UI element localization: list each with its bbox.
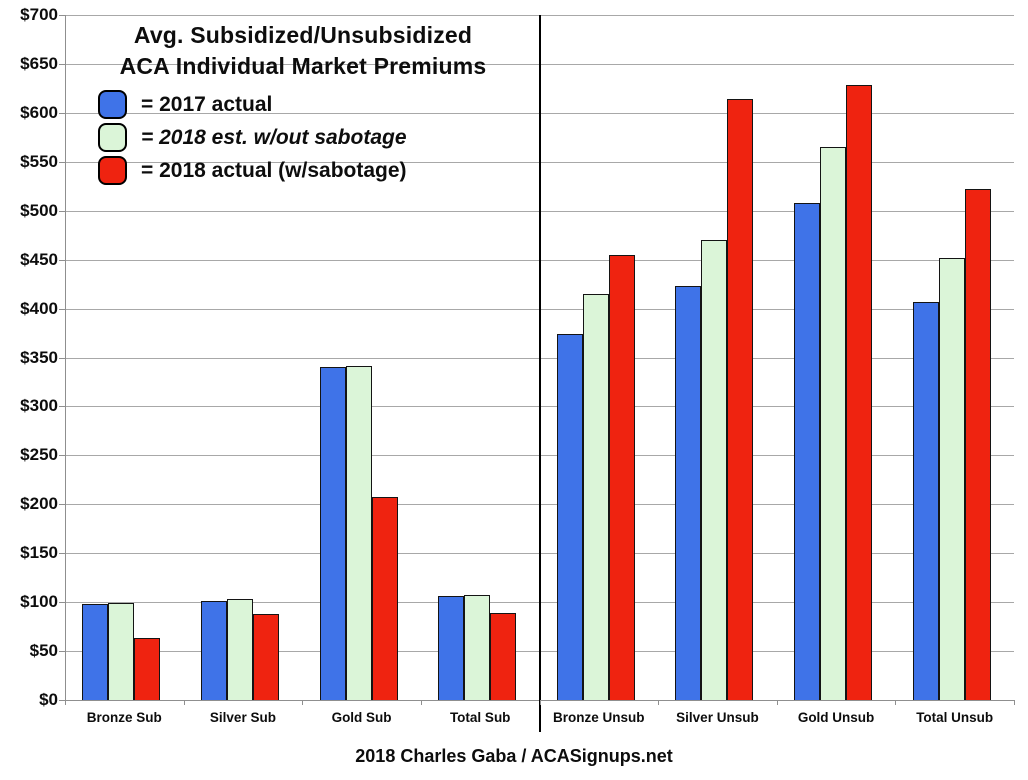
y-axis-tick [59, 259, 65, 261]
x-axis-tick [183, 700, 185, 705]
bar-2017-actual-silver-unsub [675, 286, 702, 700]
y-tick-label-650: $650 [20, 53, 58, 73]
legend-swatch-2018-actual [98, 156, 127, 185]
x-axis-tick [776, 700, 778, 705]
bar-2018-actual-w-sabotage--bronze-unsub [608, 254, 635, 700]
x-category-label-bronze-sub: Bronze Sub [86, 710, 162, 725]
y-axis-tick [59, 700, 65, 701]
y-tick-label-250: $250 [20, 445, 58, 465]
bar-2017-actual-total-unsub [912, 301, 939, 700]
y-axis-tick [59, 357, 65, 359]
bar-2018-est-w-out-sabotage-bronze-sub [108, 603, 135, 700]
bar-2018-actual-w-sabotage--total-sub [490, 612, 517, 700]
legend: = 2017 actual = 2018 est. w/out sabotage… [98, 88, 407, 187]
legend-label-2017-actual: = 2017 actual [141, 92, 273, 116]
bar-2018-est-w-out-sabotage-total-sub [464, 595, 491, 700]
bar-2017-actual-silver-sub [200, 601, 227, 700]
y-tick-label-300: $300 [20, 396, 58, 416]
x-axis-tick [1014, 700, 1015, 705]
x-axis-tick [65, 700, 66, 705]
y-tick-label-50: $50 [29, 641, 58, 661]
x-category-label-gold-unsub: Gold Unsub [797, 710, 875, 725]
legend-row-2018-actual: = 2018 actual (w/sabotage) [98, 154, 407, 187]
bar-2018-est-w-out-sabotage-gold-sub [345, 366, 372, 700]
y-axis-tick [59, 504, 65, 506]
y-tick-label-600: $600 [20, 102, 58, 122]
chart-title-line-2: ACA Individual Market Premiums [119, 53, 487, 79]
bar-2018-est-w-out-sabotage-bronze-unsub [582, 293, 609, 700]
y-tick-label-200: $200 [20, 494, 58, 514]
y-axis-tick [59, 63, 65, 65]
x-axis-tick [658, 700, 660, 705]
x-category-label-total-unsub: Total Unsub [916, 710, 994, 725]
y-axis-tick [59, 15, 65, 16]
y-tick-label-700: $700 [20, 5, 58, 24]
y-tick-label-150: $150 [20, 543, 58, 563]
bar-2018-est-w-out-sabotage-silver-sub [226, 599, 253, 700]
x-axis-tick [895, 700, 897, 705]
y-axis-tick [59, 553, 65, 555]
x-category-label-bronze-unsub: Bronze Unsub [553, 710, 645, 725]
bar-2018-actual-w-sabotage--gold-sub [371, 497, 398, 700]
y-axis-tick [59, 210, 65, 212]
x-category-label-gold-sub: Gold Sub [331, 710, 392, 725]
y-axis-tick [59, 651, 65, 653]
bar-2018-est-w-out-sabotage-silver-unsub [701, 240, 728, 700]
legend-row-2018-estimate: = 2018 est. w/out sabotage [98, 121, 407, 154]
bar-2018-actual-w-sabotage--silver-sub [252, 613, 279, 700]
y-axis-tick [59, 161, 65, 163]
y-tick-label-0: $0 [39, 690, 58, 709]
bar-2018-actual-w-sabotage--bronze-sub [134, 638, 161, 700]
legend-label-2018-actual: = 2018 actual (w/sabotage) [141, 158, 407, 182]
y-tick-label-100: $100 [20, 592, 58, 612]
y-axis-tick [59, 112, 65, 114]
legend-swatch-2018-estimate [98, 123, 127, 152]
bar-2017-actual-bronze-sub [82, 604, 109, 700]
y-axis-tick [59, 455, 65, 457]
attribution-caption: 2018 Charles Gaba / ACASignups.net [355, 746, 673, 766]
x-axis-tick [539, 700, 541, 705]
y-tick-label-400: $400 [20, 298, 58, 318]
x-axis-tick [420, 700, 422, 705]
bar-2017-actual-gold-unsub [794, 202, 821, 700]
bar-2018-actual-w-sabotage--silver-unsub [727, 99, 754, 700]
x-category-label-silver-unsub: Silver Unsub [676, 710, 759, 725]
plot-area [65, 15, 1014, 701]
y-axis-tick [59, 602, 65, 604]
chart-title: Avg. Subsidized/Unsubsidized ACA Individ… [68, 20, 538, 82]
x-category-label-silver-sub: Silver Sub [209, 710, 276, 725]
x-axis-tick [302, 700, 304, 705]
y-tick-label-350: $350 [20, 347, 58, 367]
y-axis-tick [59, 308, 65, 310]
bar-2018-est-w-out-sabotage-gold-unsub [820, 147, 847, 700]
bar-2018-actual-w-sabotage--total-unsub [964, 189, 991, 700]
x-category-label-total-sub: Total Sub [449, 710, 511, 725]
bar-2017-actual-gold-sub [319, 367, 346, 700]
sub-unsub-divider-line [538, 15, 541, 732]
bar-2017-actual-total-sub [438, 596, 465, 700]
legend-swatch-2017-actual [98, 90, 127, 119]
chart-title-line-1: Avg. Subsidized/Unsubsidized [133, 22, 473, 48]
y-axis-tick [59, 406, 65, 408]
y-axis-line [65, 15, 66, 701]
bar-2017-actual-bronze-unsub [556, 334, 583, 700]
y-tick-label-500: $500 [20, 200, 58, 220]
y-tick-label-550: $550 [20, 151, 58, 171]
y-tick-label-450: $450 [20, 249, 58, 269]
bar-2018-actual-w-sabotage--gold-unsub [846, 85, 873, 700]
bar-2018-est-w-out-sabotage-total-unsub [938, 257, 965, 700]
legend-row-2017-actual: = 2017 actual [98, 88, 407, 121]
legend-label-2018-estimate: = 2018 est. w/out sabotage [141, 125, 407, 149]
